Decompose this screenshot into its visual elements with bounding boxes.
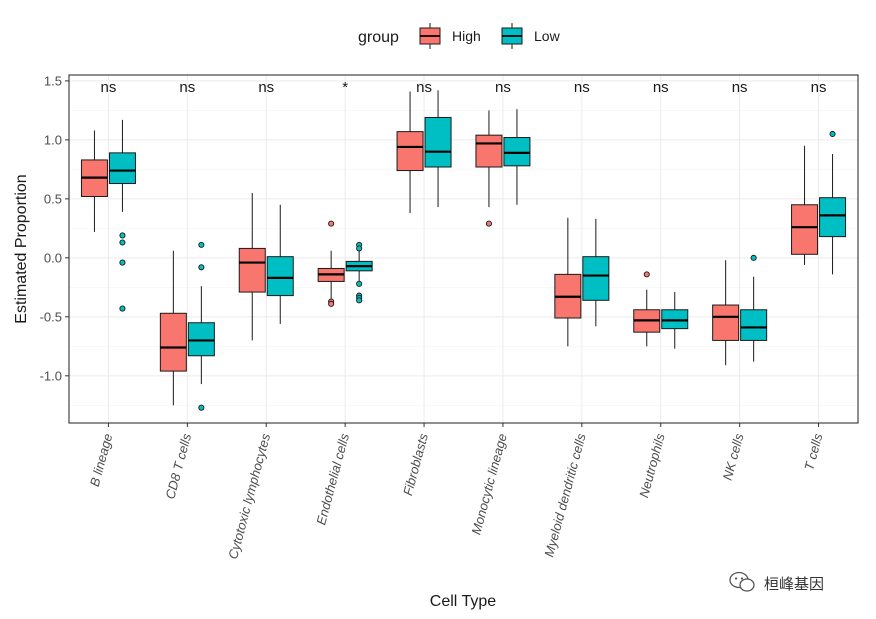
outlier-point (119, 232, 126, 239)
x-tick-label-monocytic-lineage: Monocytic lineage (468, 432, 509, 536)
box-body (266, 256, 294, 297)
wechat-icon (729, 571, 755, 592)
y-tick-label: 0.0 (44, 250, 62, 265)
y-tick-label: -1.0 (40, 368, 62, 383)
box-body (582, 256, 610, 301)
outlier-point (485, 220, 493, 227)
legend-item-low: Low (501, 23, 561, 49)
box-body (712, 304, 740, 341)
box-body (187, 322, 215, 357)
box-low-myeloid-dendritic-cells (582, 218, 610, 327)
box-low-cd8-t-cells (187, 241, 215, 411)
significance-label-cytotoxic-lymphocytes: ns (258, 79, 274, 96)
significance-label-neutrophils: ns (653, 79, 669, 96)
box-body (740, 309, 768, 341)
watermark: 桓峰基因 (729, 571, 824, 593)
significance-label-monocytic-lineage: ns (495, 79, 511, 96)
legend: group High Low (358, 23, 561, 49)
x-tick-label-cd8-t-cells: CD8 T cells (162, 431, 194, 500)
y-tick-label: 1.0 (44, 132, 62, 147)
x-tick-label-t-cells: T cells (801, 431, 825, 472)
outlier-point (119, 239, 126, 246)
outlier-point (119, 259, 126, 266)
box-body (238, 247, 266, 293)
plot-border (68, 74, 859, 424)
box-low-neutrophils (661, 292, 689, 349)
outlier-point (356, 297, 363, 304)
box-body (159, 312, 187, 372)
box-low-fibroblasts (424, 90, 452, 208)
x-tick-label-fibroblasts: Fibroblasts (400, 431, 431, 497)
outlier-point (356, 245, 363, 252)
box-high-t-cells (791, 145, 819, 265)
legend-item-high: High (419, 23, 481, 49)
outlier-point (198, 264, 205, 271)
box-body (475, 134, 503, 168)
box-low-b-lineage (108, 119, 136, 312)
significance-label-cd8-t-cells: ns (179, 79, 195, 96)
x-axis: B lineage CD8 T cells Cytotoxic lymphocyte… (87, 423, 826, 561)
box-high-fibroblasts (396, 91, 424, 214)
outlier-point (643, 271, 650, 278)
x-tick-label-neutrophils: Neutrophils (636, 431, 668, 499)
x-tick-label-nk-cells: NK cells (720, 431, 747, 481)
box-high-nk-cells (712, 260, 740, 366)
x-tick-label-endothelial-cells: Endothelial cells (313, 431, 352, 526)
y-axis-title: Estimated Proportion (13, 174, 30, 323)
box-low-nk-cells (740, 254, 768, 362)
box-low-cytotoxic-lymphocytes (266, 204, 294, 324)
box-high-endothelial-cells (317, 220, 345, 307)
box-body (791, 204, 819, 255)
outlier-point (119, 305, 126, 312)
box-high-myeloid-dendritic-cells (554, 217, 582, 347)
x-tick-label-cytotoxic-lymphocytes: Cytotoxic lymphocytes (225, 431, 273, 560)
box-layer (80, 90, 847, 411)
box-body (661, 309, 689, 330)
box-body (396, 131, 424, 172)
significance-labels: ns ns ns * ns ns ns ns ns ns (101, 79, 827, 96)
gridlines (69, 75, 858, 423)
y-tick-label: 0.5 (44, 191, 62, 206)
y-tick-label: 1.5 (44, 73, 62, 88)
outlier-point (328, 300, 335, 307)
watermark-text: 桓峰基因 (764, 575, 824, 593)
box-body (503, 137, 531, 167)
outlier-point (356, 280, 363, 287)
legend-label-high: High (452, 28, 481, 44)
box-low-t-cells (819, 130, 847, 275)
box-high-cytotoxic-lymphocytes (238, 192, 266, 341)
significance-label-endothelial-cells: * (342, 79, 348, 96)
box-high-neutrophils (633, 271, 661, 347)
outlier-point (829, 130, 836, 138)
x-tick-label-myeloid-dendritic-cells: Myeloid dendritic cells (541, 431, 589, 558)
box-high-monocytic-lineage (475, 110, 503, 227)
box-body (819, 197, 847, 238)
box-high-cd8-t-cells (159, 250, 187, 406)
box-low-monocytic-lineage (503, 109, 531, 205)
box-body (424, 116, 452, 168)
y-axis: -1.0 -0.5 0.0 0.5 1.0 1.5 (40, 73, 69, 383)
outlier-point (328, 220, 335, 227)
outlier-point (750, 254, 757, 261)
box-high-b-lineage (80, 130, 108, 232)
box-body (108, 152, 136, 185)
x-axis-title: Cell Type (430, 593, 497, 610)
significance-label-t-cells: ns (811, 79, 827, 96)
legend-label-low: Low (534, 28, 561, 44)
significance-label-fibroblasts: ns (416, 79, 432, 96)
significance-label-b-lineage: ns (101, 79, 117, 96)
outlier-point (198, 404, 205, 411)
box-low-endothelial-cells (345, 241, 373, 304)
y-tick-label: -0.5 (40, 309, 62, 324)
significance-label-nk-cells: ns (732, 79, 748, 96)
significance-label-myeloid-dendritic-cells: ns (574, 79, 590, 96)
plot-panel (69, 75, 858, 423)
outlier-point (198, 241, 205, 248)
legend-title: group (358, 29, 399, 46)
x-tick-label-b-lineage: B lineage (87, 432, 116, 488)
